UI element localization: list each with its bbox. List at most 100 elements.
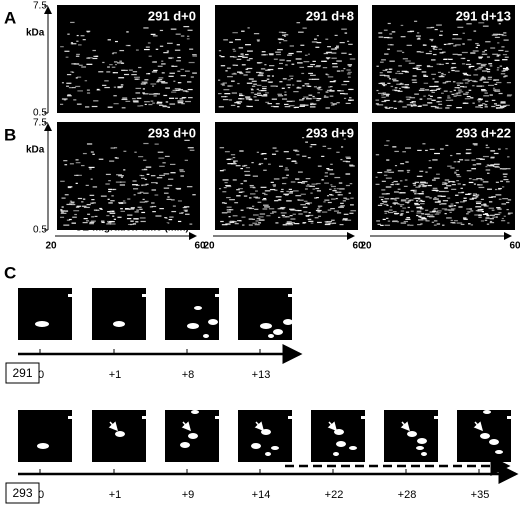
corner-spot: [68, 416, 72, 419]
spot: [382, 200, 388, 203]
spot: [169, 216, 174, 218]
spot: [429, 211, 435, 213]
spot: [183, 209, 188, 211]
spot: [400, 163, 405, 165]
spot: [503, 176, 507, 178]
spot: [445, 144, 449, 147]
spot: [400, 210, 405, 212]
spot: [61, 98, 68, 100]
spot: [478, 56, 484, 58]
spot: [323, 52, 329, 55]
spot: [218, 50, 222, 52]
spot: [146, 173, 150, 175]
spot: [454, 70, 460, 72]
spot: [398, 72, 404, 75]
spot: [173, 80, 176, 82]
spot: [185, 100, 191, 103]
spot: [431, 59, 436, 61]
spot: [273, 178, 280, 180]
spot: [86, 92, 91, 94]
spot: [392, 146, 397, 148]
spot: [382, 92, 387, 94]
spot: [256, 218, 261, 220]
spot: [481, 210, 484, 213]
spot: [177, 70, 181, 72]
spot: [402, 58, 408, 60]
spot: [476, 163, 482, 165]
spot: [70, 201, 75, 203]
spot: [502, 53, 508, 56]
spot: [501, 203, 507, 205]
spot: [192, 194, 196, 196]
spot: [329, 188, 332, 190]
spot: [167, 196, 170, 198]
spot: [485, 217, 490, 219]
spot: [172, 205, 176, 207]
spot: [431, 45, 437, 47]
spot: [315, 187, 320, 190]
spot: [383, 75, 390, 77]
spot: [332, 63, 338, 65]
spot: [424, 182, 428, 184]
spot: [453, 45, 457, 47]
spot: [501, 220, 506, 222]
spot: [183, 25, 190, 28]
spot: [480, 220, 485, 222]
spot: [415, 66, 420, 68]
spot: [453, 220, 458, 222]
spot: [417, 149, 422, 152]
spot: [402, 51, 405, 54]
spot: [291, 222, 295, 224]
spot: [317, 205, 323, 207]
spot: [258, 163, 262, 166]
spot: [174, 88, 181, 90]
spot: [257, 74, 264, 77]
spot: [431, 91, 435, 93]
spot: [227, 76, 233, 78]
spot: [134, 211, 139, 213]
spot: [254, 93, 258, 95]
spot: [420, 181, 426, 183]
spot: [120, 210, 125, 212]
spot: [137, 206, 142, 208]
spot: [339, 92, 345, 95]
spot: [187, 147, 194, 149]
spot: [390, 197, 394, 200]
spot: [503, 105, 507, 107]
spot: [262, 87, 267, 90]
spot: [468, 223, 471, 225]
spot: [324, 221, 328, 223]
spot: [314, 38, 317, 40]
spot: [181, 212, 184, 214]
spot: [317, 215, 322, 217]
spot: [350, 210, 356, 212]
spot: [501, 34, 507, 37]
spot: [486, 223, 490, 225]
spot: [66, 219, 70, 221]
spot: [463, 197, 466, 200]
spot: [460, 85, 465, 88]
spot: [187, 88, 193, 91]
spot: [163, 52, 169, 54]
spot: [485, 169, 491, 171]
spot: [70, 42, 74, 44]
spot: [480, 65, 486, 67]
spot: [153, 95, 157, 97]
spot: [420, 88, 425, 90]
spot: [339, 194, 343, 196]
spot: [472, 179, 478, 181]
spot: [152, 211, 156, 213]
spot: [82, 198, 86, 200]
spot: [382, 218, 386, 221]
spot: [435, 106, 439, 108]
y-bottom-label: 0.5: [33, 225, 47, 236]
spot: [257, 201, 262, 203]
spot: [72, 86, 76, 89]
spot: [450, 99, 454, 101]
spot: [239, 98, 245, 100]
spot: [168, 218, 173, 221]
spot: [472, 164, 477, 166]
spot: [297, 199, 304, 201]
y-unit-label: kDa: [26, 28, 45, 39]
spot: [128, 208, 135, 210]
